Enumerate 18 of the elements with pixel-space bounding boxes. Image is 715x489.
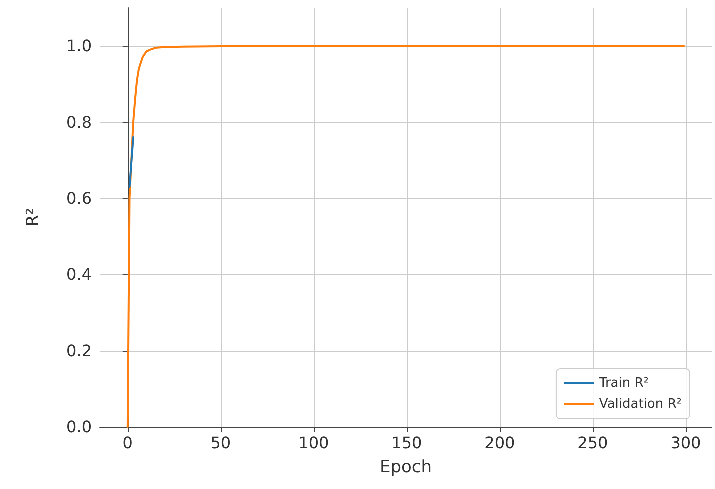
y-tick-label: 0.6: [66, 188, 92, 208]
x-tick-label: 100: [298, 434, 330, 452]
x-tick-label: 300: [670, 434, 702, 452]
y-tick-label: 0.2: [66, 341, 92, 360]
y-tick-label: 0.8: [66, 112, 92, 132]
legend-label: Validation R²: [599, 397, 682, 412]
line-series: [126, 45, 686, 428]
legend-label: Train R²: [598, 376, 650, 391]
x-tick-label: 150: [392, 434, 422, 452]
x-axis-title: Epoch: [380, 458, 432, 478]
x-tick-label: 200: [484, 434, 516, 452]
y-tick-label: 0.4: [66, 265, 92, 284]
x-tick-label: 0: [122, 434, 133, 452]
x-tick-label: 50: [210, 434, 232, 452]
y-axis-title: R²: [24, 208, 44, 227]
y-tick-label: 1.0: [66, 36, 92, 56]
y-tick-label: 0.0: [66, 418, 92, 436]
x-tick-label: 250: [578, 434, 608, 452]
